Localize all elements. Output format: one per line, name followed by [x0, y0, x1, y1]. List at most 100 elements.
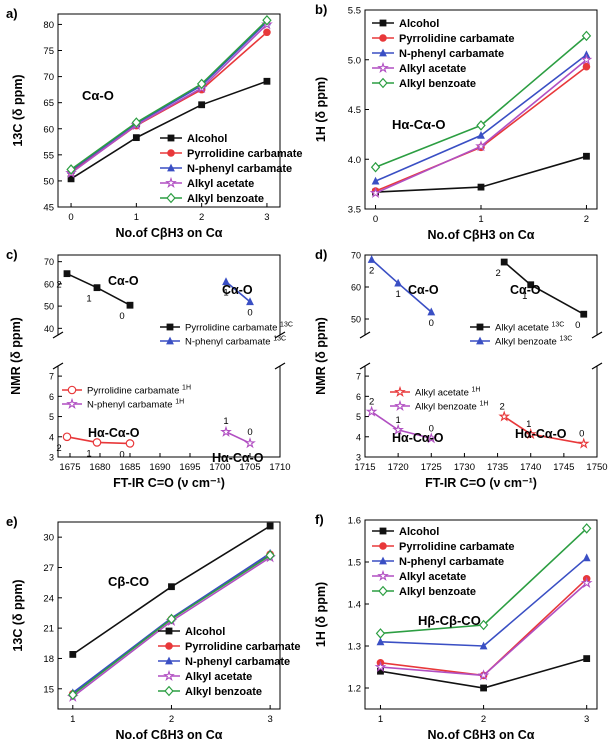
point-label: 1: [86, 294, 91, 305]
point-label: 0: [119, 311, 124, 322]
y-axis-title: NMR (δ ppm): [314, 317, 328, 395]
plot-area-frame: [57, 521, 281, 710]
legend-marker-pyrrolidine-carbamate: [167, 149, 175, 157]
y-tick-label: 30: [43, 533, 54, 544]
legend-marker-n-phenyl-carbamate: [379, 48, 387, 57]
x-axis-title: No.of CβH3 on Cα: [428, 728, 535, 739]
y-tick-label: 70: [44, 257, 54, 267]
data-point-alkyl-benzoate-13c: [394, 278, 403, 287]
legend-label-alkyl-benzoate: Alkyl benzoate: [399, 586, 476, 598]
data-point-alkyl-acetate-1h: [577, 437, 590, 449]
x-tick-label: 0: [68, 212, 73, 223]
data-point-alkyl-benzoate-13c: [427, 307, 436, 316]
x-tick-label: 1: [478, 214, 483, 225]
point-label: 1: [526, 419, 531, 430]
legend-label-alcohol: Alcohol: [185, 626, 225, 638]
data-point-alkyl-acetate-1h: [524, 427, 537, 440]
x-tick-label: 3: [264, 212, 269, 223]
axis-break-mark: [359, 362, 371, 370]
x-tick-label: 1680: [89, 462, 110, 473]
point-label: 0: [247, 427, 252, 438]
chart-panel-a: a) 0 1 2 3 45 50 55 60 65 70 75 80 Alcohol Pyrrolidine…: [6, 6, 303, 240]
legend-marker-pyrrolidine-carbamate: [379, 34, 387, 42]
point-label: 1: [395, 289, 400, 300]
y-tick-label: 1.6: [348, 516, 361, 527]
plot-area-frame: [364, 519, 598, 710]
y-tick-label: 70: [43, 72, 54, 83]
data-point-alcohol: [477, 183, 485, 191]
chart-annotation: Cα-O: [222, 283, 253, 297]
data-point-alkyl-acetate: [580, 576, 593, 588]
legend-label-pyrrolidine-carbamate: Pyrrolidine carbamate: [399, 33, 515, 45]
legend-label-alkyl-benzoate: Alkyl benzoate: [399, 78, 476, 90]
legend-marker-alkyl-acetate-1h: [394, 385, 406, 397]
x-tick-label: 2: [584, 214, 589, 225]
lower-legend: Alkyl acetate 1H Alkyl benzoate 1H: [390, 385, 488, 413]
data-point-alkyl-acetate: [374, 660, 387, 672]
legend-label-alkyl-acetate-13c: Alkyl acetate 13C: [495, 322, 564, 334]
y-tick-label: 50: [44, 302, 54, 312]
y-tick-label: 15: [43, 684, 54, 695]
data-point-alkyl-acetate: [477, 669, 490, 681]
legend-marker-alkyl-acetate: [377, 61, 389, 73]
legend-marker-n-phenyl-carbamate: [167, 163, 175, 172]
legend-marker-alkyl-acetate-13c: [476, 323, 484, 331]
data-point-alkyl-benzoate-1h: [392, 423, 404, 435]
point-label: 0: [247, 308, 252, 319]
data-point-n-phenyl-carbamate: [376, 637, 385, 646]
point-label: 2: [369, 265, 374, 276]
y-tick-label: 1.2: [348, 684, 361, 695]
y-tick-label: 60: [351, 283, 361, 293]
series-line-alcohol: [70, 80, 268, 180]
point-label: 0: [579, 429, 584, 440]
legend-marker-pyrrolidine-carbamate: [379, 542, 387, 550]
data-point-alkyl-benzoate: [66, 164, 76, 175]
y-tick-label: 5.5: [348, 6, 361, 17]
data-point-alkyl-acetate: [475, 140, 487, 152]
data-point-pyrrolidine-carbamate-1h: [62, 432, 72, 442]
y-tick-label: 6: [356, 392, 361, 402]
y-tick-label: 75: [43, 46, 54, 57]
legend-label-pyrrolidine-carbamate: Pyrrolidine carbamate: [187, 148, 303, 160]
legend-marker-n-phenyl-carbamate-13c: [166, 336, 174, 345]
plot-area-frame: [57, 13, 281, 208]
point-label: 1: [86, 448, 91, 459]
x-tick-label: 1735: [487, 462, 508, 473]
data-point-alcohol: [132, 134, 140, 142]
data-point-pyrrolidine-carbamate-1h: [92, 438, 102, 447]
chart-annotation: Cα-O: [408, 283, 439, 297]
data-point-n-phenyl-carbamate: [582, 553, 591, 562]
data-point-alkyl-benzoate: [131, 117, 142, 128]
legend-marker-alcohol: [379, 19, 387, 27]
data-point-alkyl-benzoate: [581, 523, 592, 534]
point-label: 2: [496, 268, 501, 279]
chart-annotation: Hβ-Cβ-CO: [418, 613, 481, 628]
y-axis-title: 13C (δ ppm): [11, 579, 25, 651]
legend-marker-pyrrolidine-carbamate-1h: [67, 385, 77, 395]
data-point-n-phenyl-carbamate: [479, 641, 488, 650]
legend-marker-alkyl-acetate: [165, 176, 177, 188]
series-line-n-phenyl-carbamate-13c: [225, 281, 251, 303]
x-tick-label: 1685: [119, 462, 140, 473]
legend: Alcohol Pyrrolidine carbamate N-phenyl car…: [160, 133, 303, 205]
chart-annotation: Hα-Cα-O: [212, 451, 264, 465]
legend-marker-alkyl-acetate: [163, 669, 175, 681]
series-line-n-phenyl-carbamate-1h: [225, 431, 251, 444]
legend-label-alkyl-acetate: Alkyl acetate: [399, 63, 466, 75]
data-point-n-phenyl-carbamate-1h: [220, 425, 232, 437]
x-tick-label: 3: [584, 714, 589, 725]
y-tick-label: 27: [43, 563, 54, 574]
data-point-pyrrolidine-carbamate-13c: [63, 270, 71, 278]
y-tick-label: 4.0: [348, 155, 361, 166]
y-tick-label: 1.4: [348, 600, 361, 611]
x-tick-label: 1675: [59, 462, 80, 473]
data-point-alkyl-acetate-13c: [527, 281, 535, 289]
y-tick-label: 7: [49, 372, 54, 382]
legend-label-alkyl-benzoate-13c: Alkyl benzoate 13C: [495, 336, 572, 348]
x-axis-title: No.of CβH3 on Cα: [116, 226, 223, 240]
legend-label-n-phenyl-carbamate: N-phenyl carbamate: [187, 163, 292, 175]
x-tick-label: 1740: [520, 462, 541, 473]
point-label: 2: [500, 402, 505, 413]
y-axis-title: NMR (δ ppm): [9, 317, 23, 395]
